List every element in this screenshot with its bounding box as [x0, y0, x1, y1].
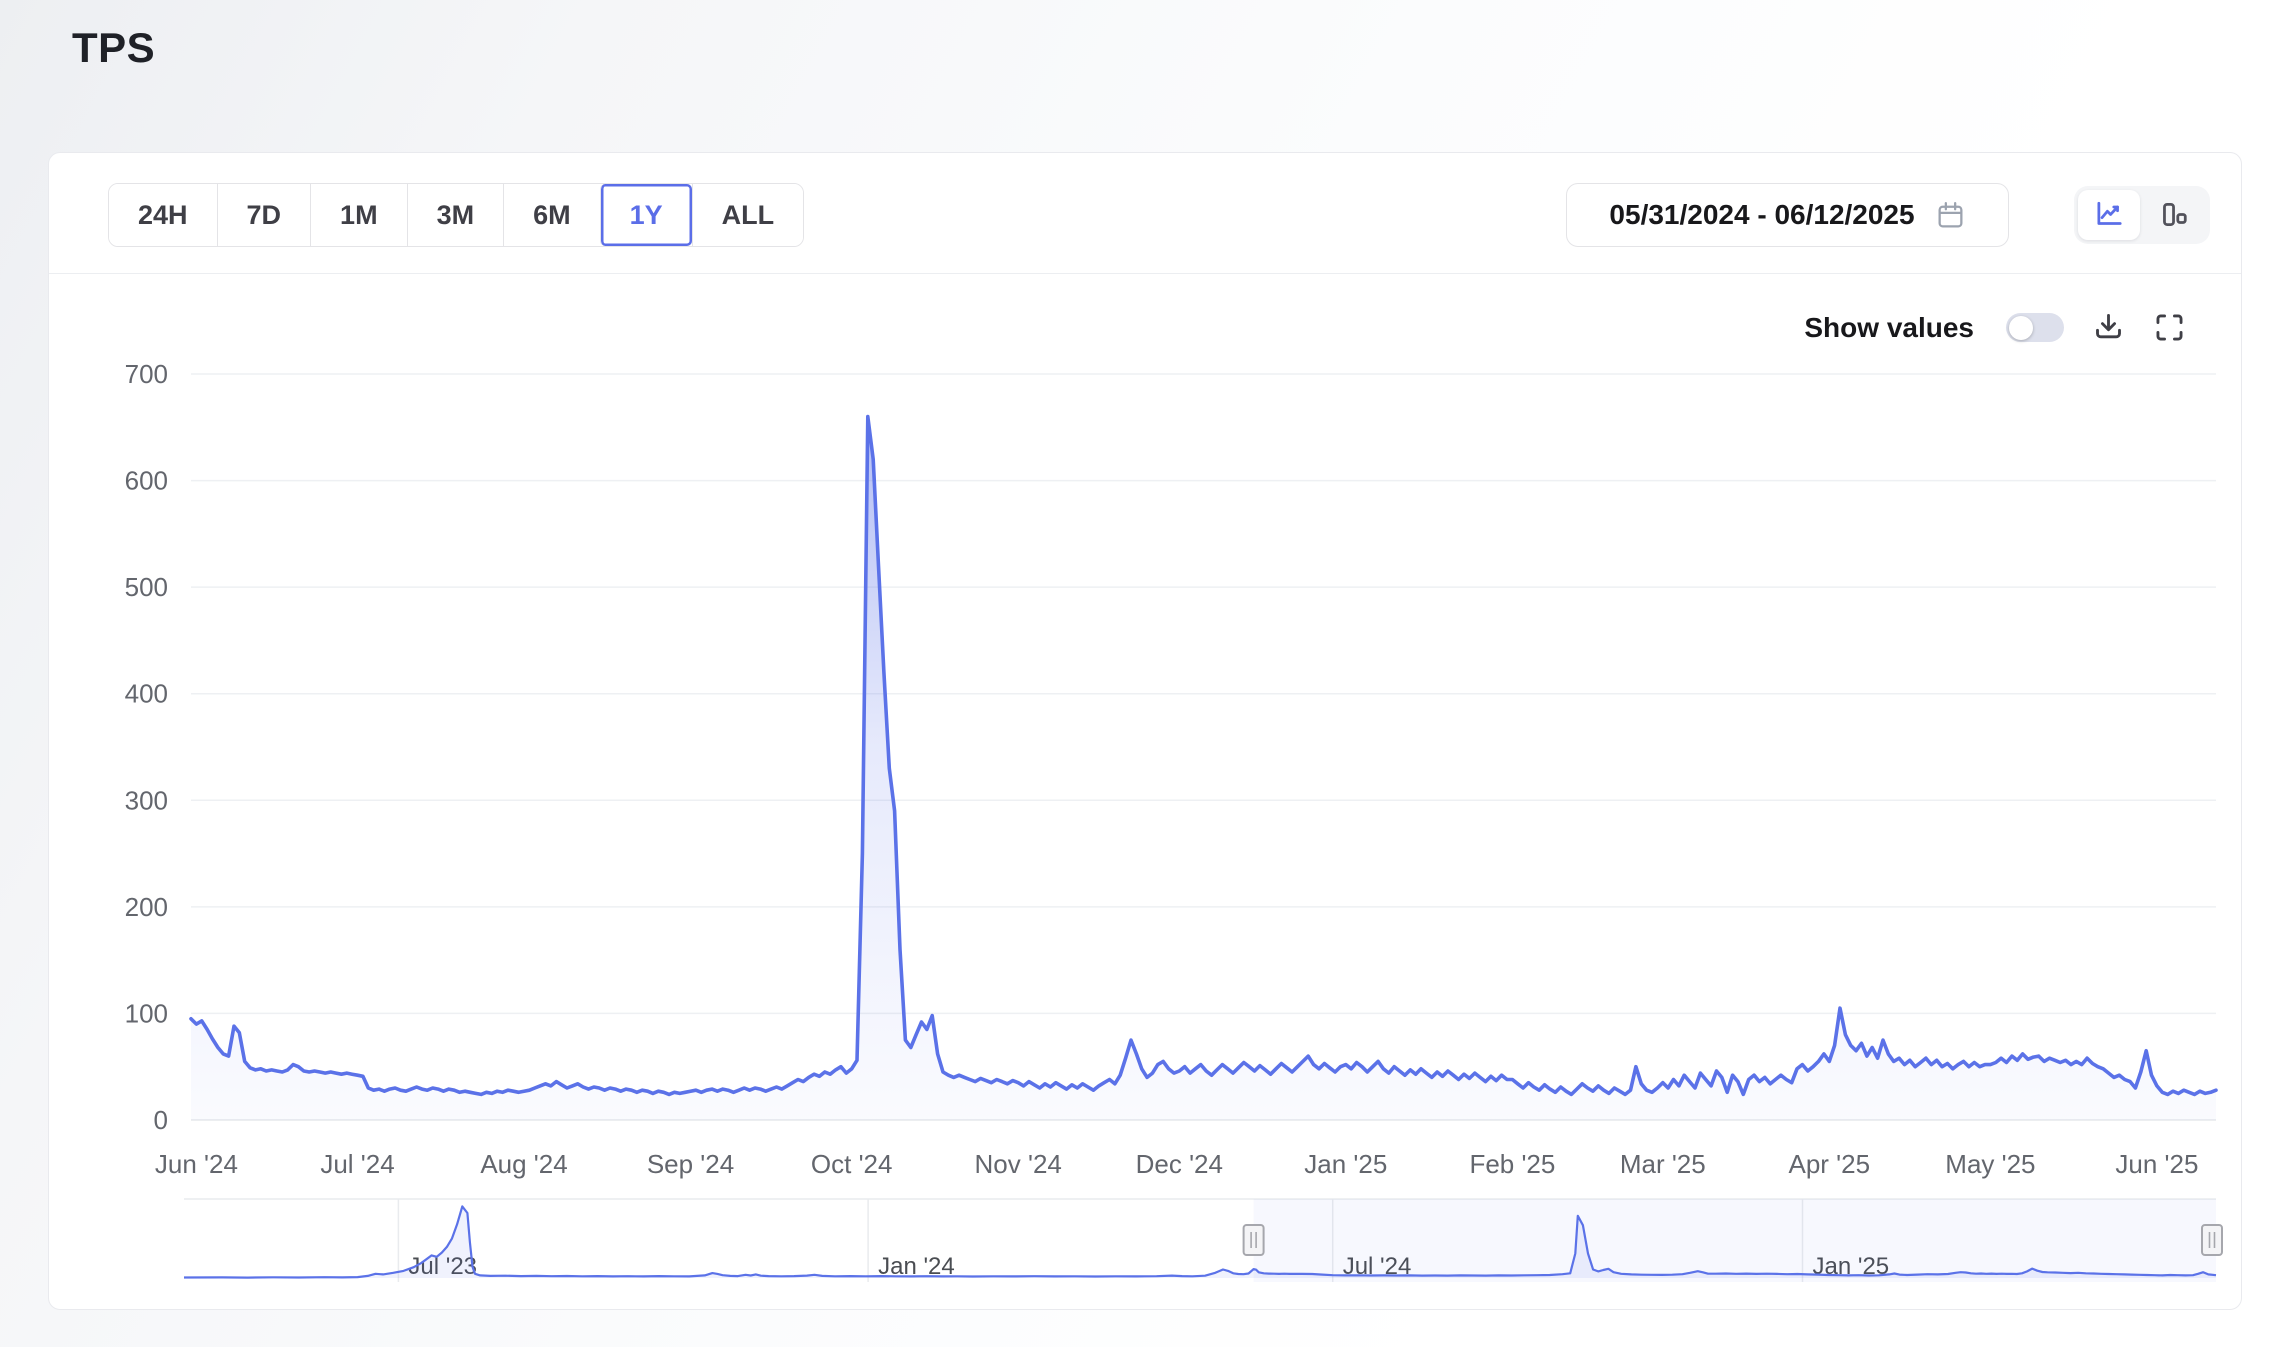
y-tick-label: 0 [154, 1105, 168, 1135]
main-grid: 0 100 200 300 400 500 600 700 [125, 359, 2216, 1135]
page-title: TPS [72, 24, 156, 71]
chart-svg[interactable]: 0 100 200 300 400 500 600 700 Jun '24 Jul '24 Aug … [49, 274, 2241, 1311]
x-tick-label: Sep '24 [647, 1149, 734, 1179]
navigator-tick-label: Jul '23 [408, 1253, 477, 1280]
line-chart-icon [2097, 201, 2122, 225]
x-tick-label: Jan '25 [1304, 1149, 1387, 1179]
range-button-1m[interactable]: 1M [310, 184, 407, 246]
y-tick-label: 700 [125, 359, 168, 389]
date-range-picker[interactable]: 05/31/2024 - 06/12/2025 [1566, 183, 2009, 247]
y-tick-label: 600 [125, 466, 168, 496]
chart-controls: Show values [1804, 311, 2186, 344]
chart-type-line-button[interactable] [2078, 190, 2140, 240]
y-tick-label: 300 [125, 785, 168, 815]
y-tick-label: 100 [125, 998, 168, 1028]
range-button-3m[interactable]: 3M [406, 184, 504, 246]
x-tick-label: Nov '24 [975, 1149, 1062, 1179]
x-tick-label: Jul '24 [320, 1149, 394, 1179]
range-button-all[interactable]: ALL [691, 184, 804, 246]
bar-chart-icon [2163, 202, 2187, 226]
navigator-handle-right[interactable] [2201, 1224, 2223, 1256]
show-values-label: Show values [1804, 311, 1974, 343]
card-header: 24H 7D 1M 3M 6M 1Y ALL 05/31/2024 - 06/12/2025 [49, 153, 2241, 274]
calendar-icon [1938, 201, 1963, 227]
x-tick-label: Dec '24 [1136, 1149, 1223, 1179]
range-button-6m[interactable]: 6M [503, 184, 600, 246]
tps-line-series [189, 414, 2218, 1097]
x-tick-label: Aug '24 [480, 1149, 567, 1179]
chart-card: 24H 7D 1M 3M 6M 1Y ALL 05/31/2024 - 06/12/2025 [48, 152, 2242, 1310]
chart-type-toggle [2074, 186, 2210, 244]
navigator-selection[interactable] [1253, 1199, 2216, 1282]
range-button-7d[interactable]: 7D [216, 184, 311, 246]
date-range-value: 05/31/2024 - 06/12/2025 [1609, 199, 1915, 230]
range-button-1y[interactable]: 1Y [599, 184, 692, 246]
fullscreen-icon[interactable] [2153, 311, 2186, 344]
tps-area-fill [191, 416, 2216, 1121]
y-tick-label: 400 [125, 679, 168, 709]
time-range-selector: 24H 7D 1M 3M 6M 1Y ALL [108, 183, 805, 247]
y-tick-label: 200 [125, 892, 168, 922]
x-tick-label: Mar '25 [1620, 1149, 1706, 1179]
x-tick-label: Feb '25 [1469, 1149, 1555, 1179]
x-tick-label: May '25 [1945, 1149, 2035, 1179]
x-tick-label: Jun '24 [155, 1149, 238, 1179]
show-values-toggle[interactable] [2006, 313, 2064, 342]
navigator-handle-left[interactable] [1242, 1224, 1265, 1256]
download-icon[interactable] [2092, 311, 2125, 344]
chart-type-bar-button[interactable] [2142, 190, 2204, 240]
y-tick-label: 500 [125, 572, 168, 602]
x-tick-label: Jun '25 [2115, 1149, 2198, 1179]
toggle-knob [2009, 315, 2033, 340]
range-button-24h[interactable]: 24H [109, 184, 217, 246]
x-axis-labels: Jun '24 Jul '24 Aug '24 Sep '24 Oct '24 Nov '… [155, 1149, 2199, 1179]
x-tick-label: Apr '25 [1789, 1149, 1871, 1179]
x-tick-label: Oct '24 [811, 1149, 893, 1179]
navigator-line [183, 1205, 2217, 1279]
